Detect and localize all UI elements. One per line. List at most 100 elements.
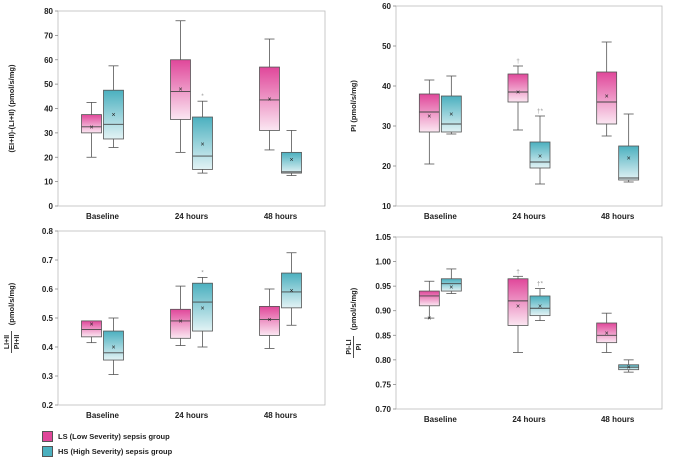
mean-marker: × bbox=[289, 288, 293, 295]
significance-marker: * bbox=[201, 269, 204, 276]
significance-marker: †* bbox=[537, 281, 544, 288]
box-iqr bbox=[81, 320, 102, 338]
mean-marker: × bbox=[178, 318, 182, 325]
plot-frame bbox=[395, 236, 663, 410]
box-ls-0: × bbox=[418, 280, 440, 323]
x-category-label: 24 hours bbox=[512, 415, 546, 424]
y-tick-label: 0.7 bbox=[42, 256, 54, 265]
y-tick-label: 30 bbox=[382, 122, 391, 131]
mean-marker: × bbox=[200, 141, 204, 148]
legend-swatch-ls bbox=[42, 431, 53, 442]
x-category-label: 24 hours bbox=[175, 411, 209, 420]
mean-marker: × bbox=[538, 303, 542, 310]
mean-marker: × bbox=[178, 87, 182, 94]
y-axis-label: LI+II PI+II (pmol/s/mg) bbox=[4, 282, 21, 353]
y-tick-label: 0.75 bbox=[375, 380, 391, 389]
y-tick-label: 0.8 bbox=[42, 227, 54, 236]
box-iqr bbox=[596, 322, 618, 344]
box-hs-1: ×* bbox=[192, 269, 213, 348]
significance-marker: †* bbox=[537, 108, 544, 115]
y-tick-label: 0.80 bbox=[375, 356, 391, 365]
x-category-label: 48 hours bbox=[601, 212, 635, 221]
mean-marker: × bbox=[427, 316, 431, 323]
y-axis-label-numerator: PI-LI bbox=[346, 339, 353, 354]
box-hs-0: × bbox=[440, 75, 462, 135]
mean-marker: × bbox=[111, 112, 115, 119]
box-hs-2: × bbox=[281, 252, 302, 326]
y-tick-label: 50 bbox=[44, 80, 53, 89]
plot-frame bbox=[57, 10, 326, 207]
x-category-label: Baseline bbox=[424, 212, 457, 221]
box-iqr bbox=[170, 59, 191, 120]
mean-marker: × bbox=[289, 157, 293, 164]
box-ls-0: × bbox=[418, 79, 440, 165]
mean-marker: × bbox=[427, 114, 431, 121]
box-iqr bbox=[418, 93, 440, 133]
legend-item-hs: HS (High Severity) sepsis group bbox=[42, 446, 172, 457]
y-tick-label: 1.00 bbox=[375, 258, 391, 267]
y-axis-label-unit: (pmol/s/mg) bbox=[349, 287, 358, 330]
box-iqr bbox=[507, 73, 529, 103]
box-ls-1: ×† bbox=[507, 268, 529, 353]
box-ls-2: × bbox=[259, 288, 280, 349]
legend-swatch-hs bbox=[42, 446, 53, 457]
x-category-label: 48 hours bbox=[264, 212, 298, 221]
y-axis-label: PI (pmol/s/mg) bbox=[349, 80, 358, 132]
y-tick-label: 60 bbox=[44, 56, 53, 65]
mean-marker: × bbox=[449, 285, 453, 292]
y-tick-label: 0.90 bbox=[375, 307, 391, 316]
box-iqr bbox=[192, 282, 213, 332]
y-axis-label-unit: (pmol/s/mg) bbox=[7, 282, 16, 325]
y-tick-label: 0.4 bbox=[42, 343, 54, 352]
x-category-label: 48 hours bbox=[601, 415, 635, 424]
y-axis-label-denominator: PI bbox=[356, 344, 363, 351]
box-ls-1: × bbox=[170, 285, 191, 346]
y-tick-label: 70 bbox=[44, 31, 53, 40]
box-iqr bbox=[259, 66, 280, 131]
mean-marker: × bbox=[449, 112, 453, 119]
significance-marker: * bbox=[201, 93, 204, 100]
x-category-label: Baseline bbox=[86, 212, 119, 221]
y-tick-label: 0.85 bbox=[375, 331, 391, 340]
box-ls-2: × bbox=[259, 38, 280, 151]
y-tick-label: 0 bbox=[49, 202, 54, 211]
y-tick-label: 40 bbox=[382, 82, 391, 91]
box-hs-0: × bbox=[103, 317, 124, 375]
y-tick-label: 0.5 bbox=[42, 314, 54, 323]
mean-marker: × bbox=[605, 330, 609, 337]
y-tick-label: 40 bbox=[44, 105, 53, 114]
box-iqr bbox=[440, 278, 462, 292]
mean-marker: × bbox=[200, 305, 204, 312]
y-tick-label: 1.05 bbox=[375, 233, 391, 242]
box-iqr bbox=[529, 295, 551, 317]
y-tick-label: 0.70 bbox=[375, 405, 391, 414]
box-iqr bbox=[259, 305, 280, 336]
box-ls-2: × bbox=[596, 312, 618, 353]
box-ls-1: ×† bbox=[507, 58, 529, 131]
x-category-label: Baseline bbox=[424, 415, 457, 424]
y-tick-label: 0.3 bbox=[42, 372, 54, 381]
mean-marker: × bbox=[267, 96, 271, 103]
box-hs-0: × bbox=[103, 65, 124, 148]
mean-marker: × bbox=[538, 154, 542, 161]
chart-A: 0 10 20 30 40 50 60 70 80 (EI+II)-(LI+II) (pmol/s… bbox=[7, 7, 326, 221]
significance-marker: † bbox=[516, 268, 520, 275]
box-hs-2: × bbox=[281, 130, 302, 176]
chart-B: 10 20 30 40 50 60 PI (pmol/s/mg) Baseline × × 24 h… bbox=[349, 2, 663, 221]
y-tick-label: 20 bbox=[382, 162, 391, 171]
box-iqr bbox=[281, 272, 302, 309]
box-iqr bbox=[440, 95, 462, 133]
box-iqr bbox=[529, 141, 551, 169]
box-iqr bbox=[81, 114, 102, 134]
mean-marker: × bbox=[516, 303, 520, 310]
y-tick-label: 30 bbox=[44, 129, 53, 138]
x-category-label: 24 hours bbox=[512, 212, 546, 221]
box-ls-0: × bbox=[81, 102, 102, 158]
chart-C: 0.2 0.3 0.4 0.5 0.6 0.7 0.8 LI+II PI+II (pmol/s/m… bbox=[4, 227, 326, 420]
x-category-label: 48 hours bbox=[264, 411, 298, 420]
box-iqr bbox=[103, 89, 124, 140]
y-tick-label: 0.2 bbox=[42, 401, 54, 410]
y-tick-label: 10 bbox=[44, 178, 53, 187]
box-iqr bbox=[507, 278, 529, 326]
